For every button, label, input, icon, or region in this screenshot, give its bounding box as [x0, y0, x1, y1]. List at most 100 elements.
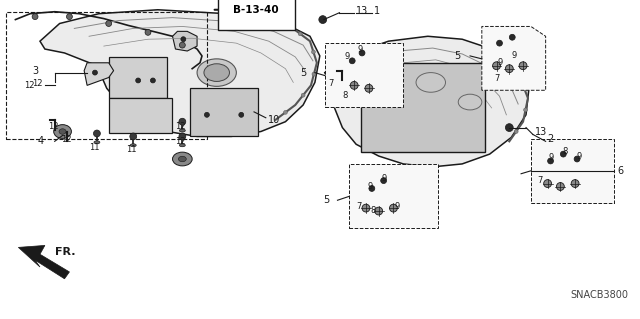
Text: 9: 9: [511, 51, 516, 60]
Circle shape: [369, 186, 375, 191]
Text: 9: 9: [344, 52, 349, 61]
Text: 12: 12: [24, 81, 35, 90]
FancyBboxPatch shape: [190, 88, 258, 137]
Text: FR.: FR.: [54, 247, 75, 257]
Text: 9: 9: [357, 45, 362, 54]
Text: 11: 11: [89, 143, 100, 152]
Circle shape: [548, 158, 554, 164]
Text: 13: 13: [535, 127, 547, 137]
Ellipse shape: [204, 64, 230, 81]
Circle shape: [524, 108, 527, 112]
Text: 7: 7: [329, 79, 334, 88]
Text: 9: 9: [394, 202, 400, 211]
Circle shape: [561, 151, 566, 157]
Circle shape: [365, 85, 373, 92]
Circle shape: [381, 178, 387, 183]
Circle shape: [136, 78, 141, 83]
Circle shape: [150, 78, 156, 83]
FancyBboxPatch shape: [109, 57, 166, 98]
Circle shape: [571, 180, 579, 188]
Circle shape: [359, 50, 365, 56]
Circle shape: [312, 72, 316, 76]
Circle shape: [544, 180, 552, 188]
Circle shape: [349, 58, 355, 64]
Circle shape: [362, 204, 370, 212]
Circle shape: [375, 207, 383, 215]
Circle shape: [284, 110, 287, 114]
Circle shape: [493, 62, 500, 70]
Polygon shape: [19, 245, 69, 279]
Text: B-13-40: B-13-40: [234, 5, 279, 15]
Circle shape: [522, 85, 525, 89]
Text: 7: 7: [495, 74, 500, 83]
Text: 1: 1: [374, 6, 380, 16]
Text: 12: 12: [175, 137, 186, 146]
Text: 12: 12: [61, 135, 72, 144]
Text: 12: 12: [32, 79, 43, 88]
Circle shape: [497, 40, 502, 46]
Circle shape: [312, 50, 316, 54]
FancyBboxPatch shape: [531, 139, 614, 203]
Circle shape: [93, 70, 97, 75]
Circle shape: [390, 204, 397, 212]
Circle shape: [179, 118, 186, 125]
Circle shape: [179, 42, 186, 48]
Text: 8: 8: [342, 91, 348, 100]
FancyBboxPatch shape: [324, 43, 403, 107]
Text: 13: 13: [356, 6, 369, 16]
Circle shape: [67, 14, 72, 19]
Text: SNACB3800: SNACB3800: [570, 290, 628, 300]
Circle shape: [519, 62, 527, 70]
Ellipse shape: [179, 156, 186, 162]
Circle shape: [145, 29, 151, 35]
Circle shape: [319, 16, 326, 24]
Circle shape: [556, 182, 564, 190]
Ellipse shape: [94, 141, 100, 144]
Polygon shape: [482, 26, 546, 90]
Ellipse shape: [59, 129, 66, 134]
Text: 8: 8: [370, 205, 375, 215]
Text: 5: 5: [323, 195, 329, 205]
Circle shape: [204, 112, 209, 117]
FancyBboxPatch shape: [361, 63, 484, 152]
Polygon shape: [173, 31, 197, 51]
Circle shape: [506, 124, 513, 131]
Ellipse shape: [54, 125, 72, 138]
Circle shape: [508, 64, 512, 68]
Circle shape: [181, 37, 186, 42]
Polygon shape: [324, 36, 529, 167]
Circle shape: [514, 130, 518, 133]
Circle shape: [239, 112, 244, 117]
Text: 7: 7: [537, 176, 542, 185]
Circle shape: [506, 65, 513, 73]
Circle shape: [509, 34, 515, 40]
Circle shape: [179, 133, 186, 140]
Text: 9: 9: [497, 58, 503, 67]
Ellipse shape: [197, 59, 236, 86]
Text: 3: 3: [32, 66, 38, 76]
Text: 5: 5: [300, 68, 307, 78]
Circle shape: [106, 20, 111, 26]
Text: 7: 7: [356, 202, 362, 211]
Text: 5: 5: [454, 51, 461, 61]
Circle shape: [301, 93, 305, 97]
Ellipse shape: [131, 144, 136, 147]
Circle shape: [574, 156, 580, 162]
Text: 11: 11: [126, 145, 137, 154]
Ellipse shape: [179, 144, 186, 147]
Ellipse shape: [416, 73, 445, 92]
Ellipse shape: [179, 129, 186, 132]
Text: 9: 9: [576, 152, 581, 160]
Circle shape: [298, 32, 302, 36]
Text: 2: 2: [548, 134, 554, 145]
Ellipse shape: [458, 94, 482, 110]
Polygon shape: [84, 63, 114, 85]
Text: 9: 9: [548, 152, 554, 161]
Text: 12: 12: [175, 122, 186, 131]
FancyBboxPatch shape: [109, 98, 172, 133]
Circle shape: [350, 81, 358, 89]
Circle shape: [93, 130, 100, 137]
Text: 12: 12: [48, 122, 58, 131]
Text: 9: 9: [368, 182, 373, 191]
Ellipse shape: [173, 152, 192, 166]
